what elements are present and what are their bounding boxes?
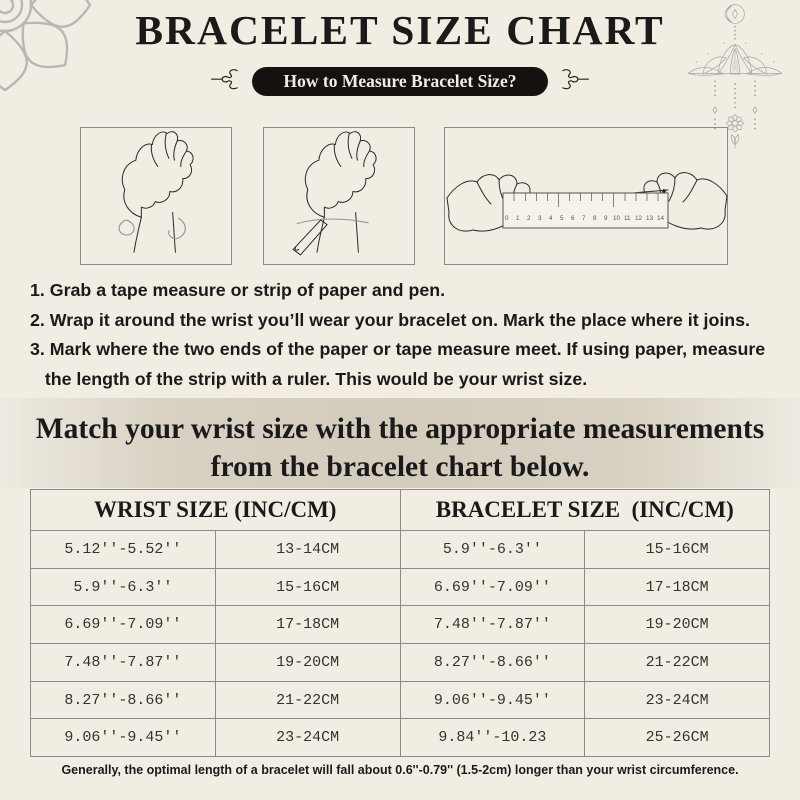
svg-text:9: 9 xyxy=(604,215,608,222)
svg-text:12: 12 xyxy=(635,215,643,222)
svg-text:6: 6 xyxy=(571,215,575,222)
svg-text:0: 0 xyxy=(505,215,509,222)
svg-text:8: 8 xyxy=(593,215,597,222)
svg-text:11: 11 xyxy=(624,215,631,222)
svg-text:3: 3 xyxy=(538,215,542,222)
svg-text:13: 13 xyxy=(646,215,654,222)
svg-text:5: 5 xyxy=(560,215,564,222)
svg-text:4: 4 xyxy=(549,215,553,222)
svg-text:7: 7 xyxy=(582,215,586,222)
svg-text:10: 10 xyxy=(613,215,621,222)
svg-text:1: 1 xyxy=(516,215,520,222)
svg-text:14: 14 xyxy=(657,215,665,222)
svg-text:2: 2 xyxy=(527,215,531,222)
